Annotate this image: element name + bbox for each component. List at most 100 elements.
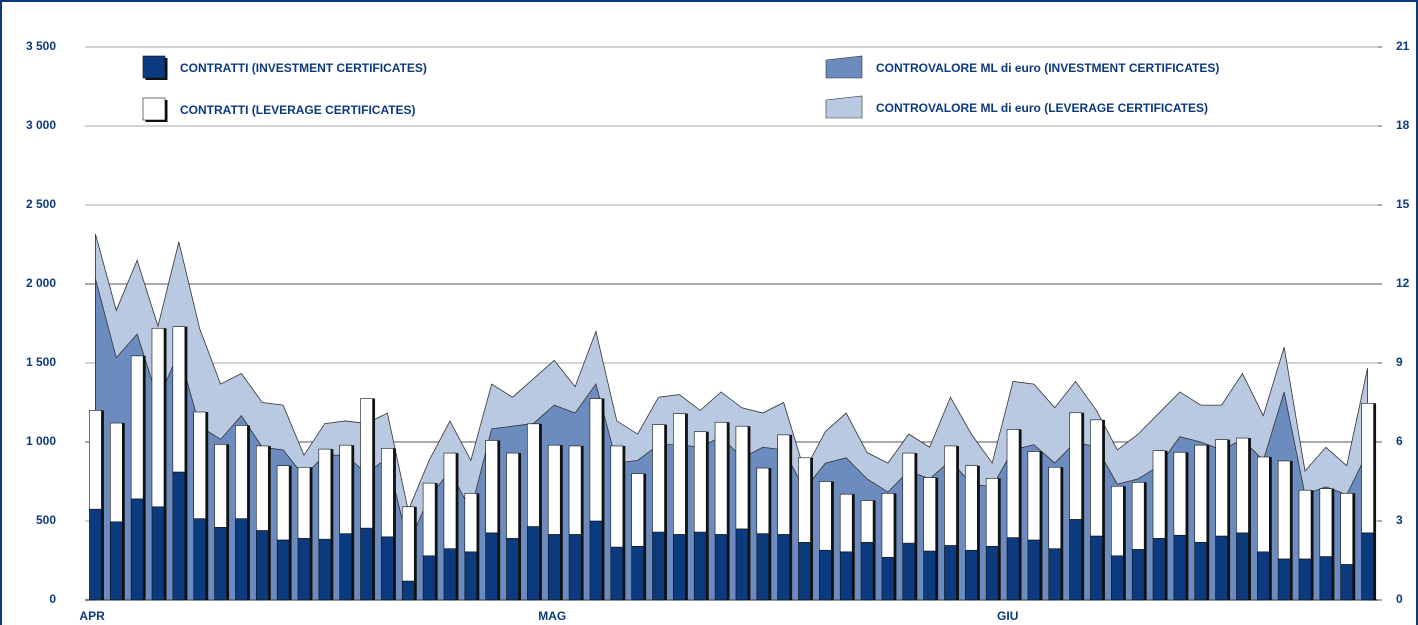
bar bbox=[756, 467, 770, 534]
bar bbox=[1277, 558, 1291, 601]
bar bbox=[1027, 539, 1041, 601]
bar bbox=[714, 534, 728, 601]
bar bbox=[923, 477, 936, 552]
bar bbox=[1340, 493, 1354, 565]
y-tick-label: 500 bbox=[36, 513, 56, 527]
y2-tick-label: 12 bbox=[1396, 276, 1410, 290]
bar bbox=[235, 425, 248, 519]
bar bbox=[1194, 444, 1208, 543]
bar bbox=[756, 533, 770, 601]
bar bbox=[589, 398, 603, 522]
bar bbox=[839, 551, 853, 601]
y2-tick-label: 6 bbox=[1396, 434, 1403, 448]
bar bbox=[401, 506, 415, 582]
bar bbox=[693, 431, 707, 533]
x-tick-label: GIU bbox=[997, 609, 1018, 623]
bar bbox=[589, 520, 603, 601]
bar bbox=[401, 580, 415, 601]
bar bbox=[735, 528, 749, 601]
bar bbox=[506, 538, 519, 601]
y2-tick-label: 3 bbox=[1396, 513, 1403, 527]
bar bbox=[1152, 538, 1166, 601]
y-tick-label: 1 500 bbox=[26, 355, 56, 369]
bar bbox=[1173, 451, 1187, 536]
bar bbox=[1256, 551, 1270, 601]
bar bbox=[839, 493, 853, 553]
bar bbox=[1361, 402, 1374, 534]
bar bbox=[547, 444, 561, 535]
legend-swatch bbox=[825, 55, 863, 79]
bar bbox=[422, 555, 436, 601]
bar bbox=[443, 548, 457, 601]
bar bbox=[714, 421, 728, 535]
bar bbox=[631, 473, 644, 547]
bar bbox=[777, 534, 790, 601]
bar bbox=[568, 534, 582, 601]
bar bbox=[318, 448, 332, 540]
bar bbox=[485, 532, 498, 601]
bar bbox=[568, 445, 582, 535]
bar bbox=[422, 482, 436, 557]
bar bbox=[297, 538, 311, 601]
bar bbox=[1069, 519, 1082, 601]
bar bbox=[673, 534, 686, 601]
bar bbox=[860, 542, 874, 601]
bar bbox=[819, 549, 832, 601]
bar bbox=[527, 526, 540, 601]
bar bbox=[923, 550, 936, 601]
bar bbox=[1361, 532, 1374, 601]
bar bbox=[381, 536, 394, 601]
bar bbox=[1340, 564, 1354, 601]
bar bbox=[777, 434, 790, 535]
bar bbox=[631, 545, 644, 601]
bar bbox=[1027, 451, 1041, 541]
bar bbox=[172, 471, 186, 601]
bar bbox=[652, 531, 665, 601]
bar bbox=[1215, 439, 1228, 537]
y-tick-label: 2 000 bbox=[26, 276, 56, 290]
bar bbox=[151, 506, 165, 601]
bar bbox=[360, 527, 373, 601]
y-tick-label: 1 000 bbox=[26, 434, 56, 448]
bar bbox=[547, 534, 561, 601]
bar bbox=[1131, 481, 1145, 550]
x-tick-label: APR bbox=[79, 609, 105, 623]
bar bbox=[1048, 548, 1062, 601]
bar bbox=[130, 355, 144, 500]
bar bbox=[944, 445, 957, 546]
bar bbox=[1152, 450, 1166, 539]
bar bbox=[1277, 460, 1291, 560]
bar bbox=[610, 445, 624, 548]
legend-label: CONTRATTI (LEVERAGE CERTIFICATES) bbox=[180, 103, 416, 117]
bar bbox=[735, 425, 749, 530]
bar bbox=[1319, 488, 1333, 557]
bar bbox=[193, 518, 207, 601]
bar bbox=[339, 444, 352, 534]
bar bbox=[464, 493, 478, 553]
bar bbox=[1048, 466, 1062, 549]
bar bbox=[109, 521, 123, 601]
bar bbox=[381, 448, 394, 538]
bar bbox=[819, 481, 832, 551]
bar bbox=[881, 493, 895, 558]
bar bbox=[1256, 456, 1270, 553]
bar bbox=[214, 527, 227, 601]
legend-swatch bbox=[142, 97, 166, 121]
bar bbox=[485, 440, 498, 534]
bar bbox=[881, 557, 895, 601]
bar bbox=[965, 465, 978, 551]
bar bbox=[673, 413, 686, 535]
bar bbox=[276, 465, 290, 541]
bar bbox=[985, 478, 999, 547]
y-tick-label: 3 000 bbox=[26, 118, 56, 132]
bar bbox=[1319, 556, 1333, 601]
bar bbox=[527, 423, 540, 527]
bar bbox=[214, 444, 227, 528]
bar bbox=[902, 452, 916, 544]
bar bbox=[360, 398, 373, 529]
bar bbox=[693, 531, 707, 601]
y2-tick-label: 21 bbox=[1396, 39, 1410, 53]
bar bbox=[985, 545, 999, 601]
y2-tick-label: 0 bbox=[1396, 592, 1403, 606]
